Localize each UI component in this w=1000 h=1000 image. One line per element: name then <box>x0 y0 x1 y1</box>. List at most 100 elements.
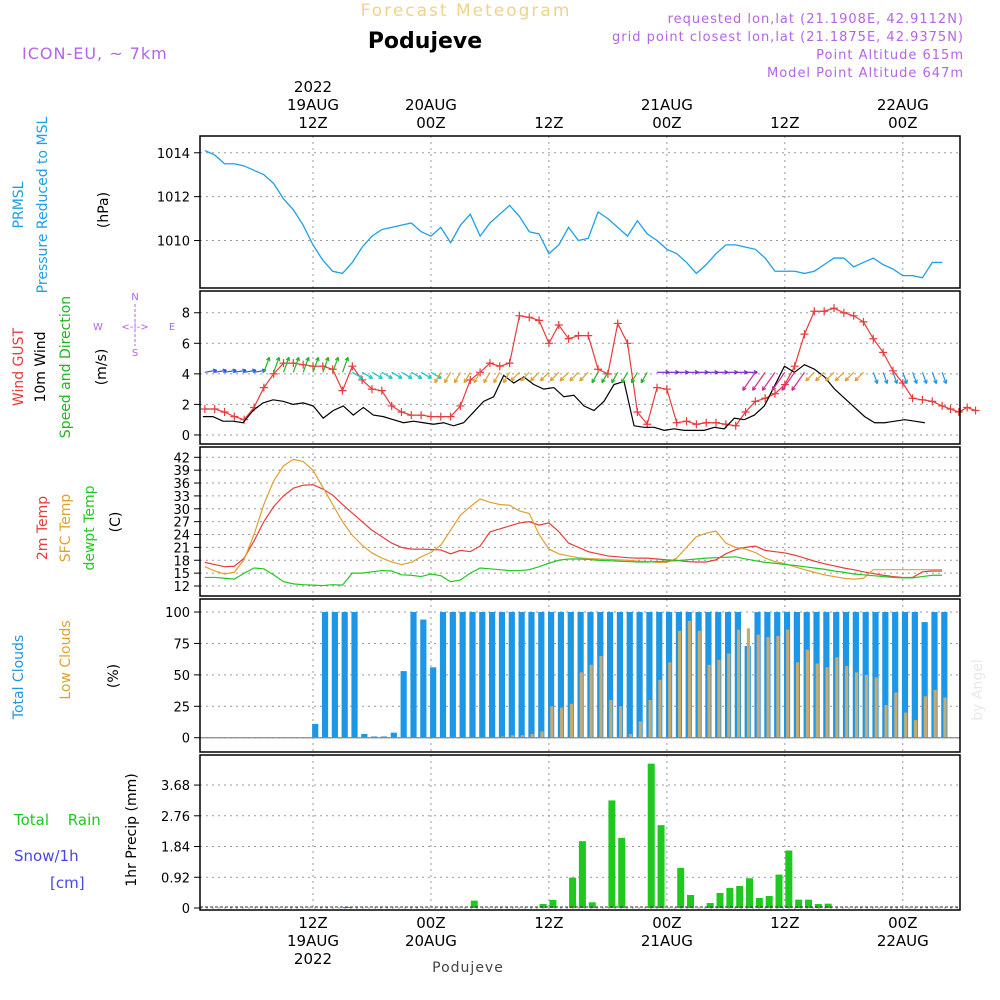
panel-frame <box>199 135 961 289</box>
wind-arrow-head <box>444 378 449 384</box>
wind-arrow-head <box>539 376 545 382</box>
wind-arrow-head <box>368 374 374 379</box>
wind-arrow-head <box>510 376 515 382</box>
ytick-label: 1012 <box>157 191 190 206</box>
low-cloud-bar <box>560 707 564 738</box>
gust-marker <box>535 316 544 325</box>
ytick-label: 33 <box>173 490 190 505</box>
wind-arrow-head <box>520 376 525 382</box>
wind-arrow <box>872 372 878 384</box>
bottom-time-label: 00Z <box>652 914 681 932</box>
low-cloud-bar <box>550 706 554 738</box>
wind-arrow <box>312 357 320 373</box>
rain-bar <box>687 894 695 908</box>
compass-w: W <box>93 322 103 333</box>
wind-arrow <box>844 371 855 382</box>
low-cloud-bar <box>520 735 524 738</box>
gust-marker <box>338 386 347 395</box>
total-cloud-bar <box>410 612 417 738</box>
wind-arrow-head <box>463 378 468 384</box>
total-cloud-bar <box>882 612 889 738</box>
bottom-time-label: 12Z <box>298 914 327 932</box>
low-cloud-bar <box>619 706 623 738</box>
gust-marker <box>544 339 553 348</box>
top-time-label: 12Z <box>770 114 799 132</box>
low-cloud-bar <box>628 733 633 738</box>
low-cloud-bar <box>933 689 937 738</box>
rain-bar <box>755 897 763 908</box>
ytick-label: 36 <box>173 477 190 492</box>
wind-arrow <box>473 372 481 384</box>
low-cloud-bar <box>756 634 760 738</box>
bottom-time-label: 20AUG <box>405 932 457 950</box>
top-time-label: 2022 <box>294 78 332 96</box>
wind-arrow <box>341 357 349 373</box>
wind-arrow-head <box>212 368 218 374</box>
gust-marker <box>859 317 868 326</box>
ytick-label: 0 <box>182 732 190 747</box>
low-cloud-bar <box>805 649 809 738</box>
wind-arrow-head <box>493 378 498 384</box>
wind-arrow-head <box>324 356 330 362</box>
gust-marker <box>800 330 809 339</box>
bottom-time-label: 00Z <box>416 914 445 932</box>
t2m-line <box>204 484 943 579</box>
total-cloud-bar <box>616 612 624 738</box>
low-cloud-bar <box>697 630 701 738</box>
wind-arrow <box>263 357 270 373</box>
station-title: Podujeve <box>368 29 482 54</box>
total-cloud-bar <box>607 612 614 738</box>
ytick-label: 0 <box>182 429 190 444</box>
gust-marker <box>377 386 386 395</box>
requested-coords: requested lon,lat (21.1908E, 42.9112N) <box>668 12 964 27</box>
panel-frame <box>199 290 961 445</box>
rain-bar <box>726 887 734 908</box>
wind-arrow-head <box>232 368 237 374</box>
wind-arrow-head <box>453 378 459 384</box>
wind-arrow-head <box>398 374 403 379</box>
rain-label: Total Rain <box>13 811 101 829</box>
wind-arrow <box>332 357 339 373</box>
precip-unit: 1hr Precip (mm) <box>124 773 140 886</box>
gust-marker <box>397 408 406 417</box>
wind-arrow-head <box>854 376 859 382</box>
wind-arrow-head <box>815 376 820 382</box>
wind-arrow <box>640 372 648 384</box>
pressure-unit: (hPa) <box>96 192 112 228</box>
temperature-series <box>204 458 943 587</box>
low-cloud-bar <box>815 663 819 738</box>
ytick-label: 42 <box>173 451 190 466</box>
pressure-labels: PRMSL Pressure Reduced to MSL (hPa) <box>11 116 112 293</box>
wind-arrow-head <box>933 379 938 385</box>
gust-marker <box>702 418 711 427</box>
gust-marker <box>200 404 209 413</box>
low-cloud-bar <box>530 733 534 738</box>
wind-arrow <box>771 371 786 391</box>
gust-marker <box>839 308 848 317</box>
total-cloud-bar <box>351 612 358 738</box>
low-cloud-bar <box>795 662 800 738</box>
wind-arrow-head <box>378 374 383 379</box>
gust-marker <box>485 359 494 368</box>
low-cloud-bar <box>569 703 574 738</box>
wind-arrow <box>463 372 471 384</box>
total-cloud-bar <box>941 612 948 738</box>
total-cloud-bar <box>518 612 525 738</box>
rain-bar <box>814 903 822 908</box>
model-altitude: Model Point Altitude 647m <box>767 66 964 81</box>
top-time-label: 12Z <box>298 114 327 132</box>
total-cloud-bar <box>646 612 653 738</box>
low-cloud-bar <box>707 664 711 738</box>
total-cloud-bar <box>400 671 407 738</box>
wind-arrow <box>630 372 638 384</box>
wind-arrow <box>611 372 619 384</box>
rain-bar <box>775 874 783 908</box>
wind-arrow-head <box>222 368 227 374</box>
gust-marker <box>908 394 917 403</box>
temp-labels: 2m Temp SFC Temp dewpt Temp (C) <box>35 485 124 570</box>
gust-marker <box>963 403 972 412</box>
compass-e: E <box>169 322 175 333</box>
low-cloud-bar <box>589 664 593 738</box>
dewpt-label: dewpt Temp <box>82 485 98 570</box>
wind-arrow-head <box>781 386 786 391</box>
